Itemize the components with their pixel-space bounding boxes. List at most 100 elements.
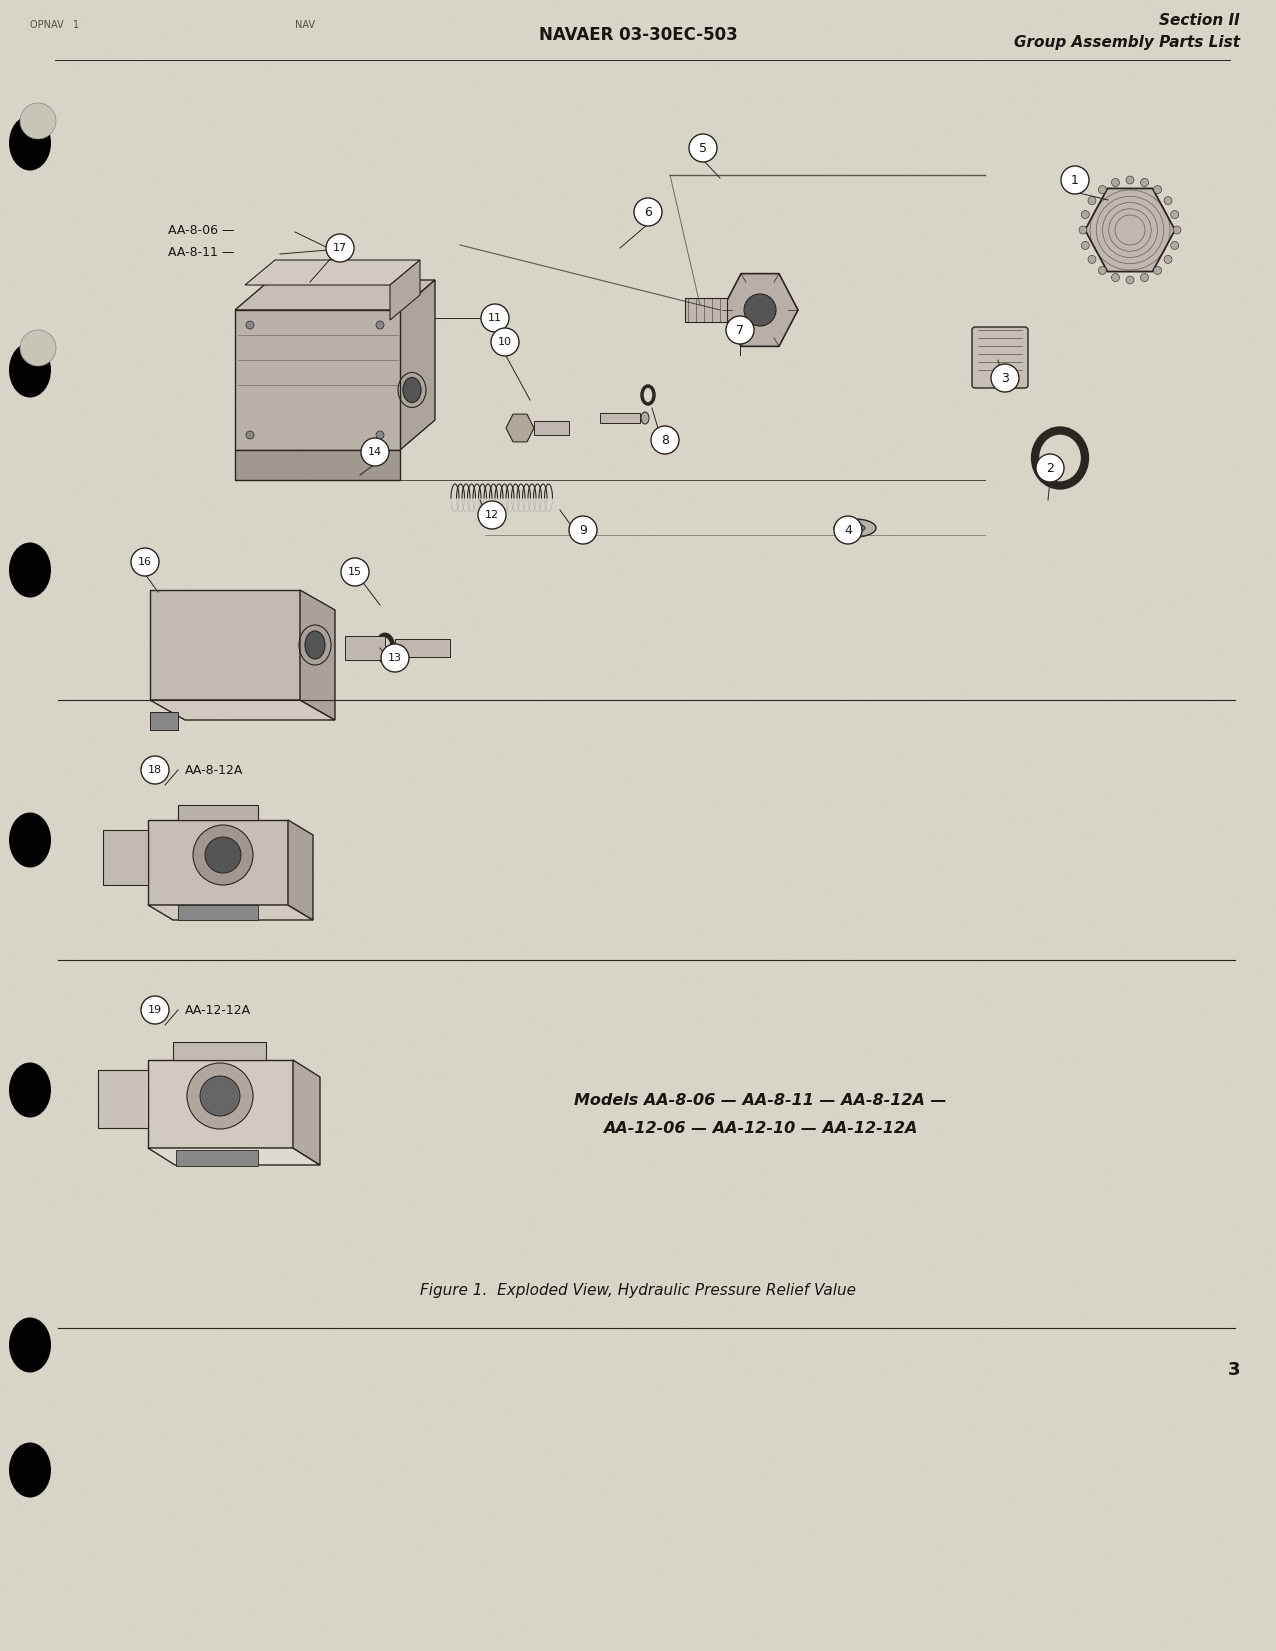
Text: 5: 5 bbox=[699, 142, 707, 155]
Circle shape bbox=[1141, 178, 1148, 187]
Polygon shape bbox=[148, 1060, 293, 1147]
Circle shape bbox=[744, 294, 776, 325]
Polygon shape bbox=[390, 259, 420, 320]
Ellipse shape bbox=[9, 1317, 51, 1372]
Circle shape bbox=[491, 329, 519, 357]
Text: NAVAER 03-30EC-503: NAVAER 03-30EC-503 bbox=[538, 26, 738, 45]
Circle shape bbox=[1164, 196, 1173, 205]
Text: 4: 4 bbox=[843, 523, 852, 537]
Text: 18: 18 bbox=[148, 764, 162, 774]
Polygon shape bbox=[293, 1060, 320, 1166]
Circle shape bbox=[1154, 185, 1161, 193]
Circle shape bbox=[142, 996, 168, 1024]
Polygon shape bbox=[151, 589, 300, 700]
Circle shape bbox=[142, 756, 168, 784]
Text: 15: 15 bbox=[348, 566, 362, 576]
Polygon shape bbox=[151, 700, 336, 720]
Bar bbox=[345, 636, 385, 660]
Text: 6: 6 bbox=[644, 205, 652, 218]
Circle shape bbox=[634, 198, 662, 226]
Polygon shape bbox=[288, 821, 313, 920]
Circle shape bbox=[1062, 167, 1088, 195]
Ellipse shape bbox=[641, 413, 649, 424]
Ellipse shape bbox=[845, 523, 865, 532]
Polygon shape bbox=[148, 1147, 320, 1166]
Text: Models AA-8-06 — AA-8-11 — AA-8-12A —: Models AA-8-06 — AA-8-11 — AA-8-12A — bbox=[574, 1093, 947, 1108]
Text: Group Assembly Parts List: Group Assembly Parts List bbox=[1014, 35, 1240, 50]
Circle shape bbox=[1154, 266, 1161, 274]
Bar bbox=[685, 297, 727, 322]
Circle shape bbox=[382, 644, 410, 672]
Circle shape bbox=[651, 426, 679, 454]
Text: OPNAV   1: OPNAV 1 bbox=[31, 20, 79, 30]
Circle shape bbox=[1036, 454, 1064, 482]
Text: 1: 1 bbox=[1071, 173, 1079, 187]
Text: 2: 2 bbox=[1046, 462, 1054, 474]
Circle shape bbox=[1173, 226, 1182, 234]
Circle shape bbox=[188, 1063, 253, 1129]
Circle shape bbox=[341, 558, 369, 586]
Circle shape bbox=[361, 438, 389, 466]
Ellipse shape bbox=[20, 330, 56, 367]
Polygon shape bbox=[174, 1042, 265, 1060]
Circle shape bbox=[689, 134, 717, 162]
Circle shape bbox=[205, 837, 241, 873]
Polygon shape bbox=[98, 1070, 148, 1128]
Text: 19: 19 bbox=[148, 1005, 162, 1015]
Text: AA-12-12A: AA-12-12A bbox=[185, 1004, 251, 1017]
Circle shape bbox=[835, 517, 863, 543]
Ellipse shape bbox=[9, 543, 51, 598]
Text: 9: 9 bbox=[579, 523, 587, 537]
Bar bbox=[600, 413, 641, 423]
Circle shape bbox=[569, 517, 597, 543]
Bar bbox=[396, 639, 450, 657]
Text: 8: 8 bbox=[661, 434, 669, 446]
Polygon shape bbox=[399, 281, 435, 451]
Polygon shape bbox=[507, 414, 533, 442]
Circle shape bbox=[1088, 196, 1096, 205]
Circle shape bbox=[1099, 266, 1106, 274]
Text: AA-8-12A: AA-8-12A bbox=[185, 763, 244, 776]
Circle shape bbox=[481, 304, 509, 332]
Circle shape bbox=[325, 234, 353, 263]
Text: AA-8-11 —: AA-8-11 — bbox=[168, 246, 235, 259]
Text: 11: 11 bbox=[487, 314, 501, 324]
Circle shape bbox=[1170, 211, 1179, 218]
Circle shape bbox=[478, 500, 507, 528]
Text: 12: 12 bbox=[485, 510, 499, 520]
Ellipse shape bbox=[1042, 438, 1078, 479]
Text: AA-12-06 — AA-12-10 — AA-12-12A: AA-12-06 — AA-12-10 — AA-12-12A bbox=[602, 1121, 917, 1136]
Circle shape bbox=[1079, 226, 1087, 234]
Polygon shape bbox=[235, 451, 399, 480]
Polygon shape bbox=[148, 821, 288, 905]
Ellipse shape bbox=[9, 342, 51, 398]
Polygon shape bbox=[235, 281, 435, 310]
Circle shape bbox=[726, 315, 754, 343]
Text: 3: 3 bbox=[1002, 371, 1009, 385]
Polygon shape bbox=[148, 905, 313, 920]
Circle shape bbox=[193, 826, 253, 885]
Text: 13: 13 bbox=[388, 654, 402, 664]
Circle shape bbox=[1081, 241, 1090, 249]
Polygon shape bbox=[245, 259, 420, 286]
Ellipse shape bbox=[9, 1063, 51, 1118]
Circle shape bbox=[246, 320, 254, 329]
Polygon shape bbox=[103, 830, 148, 885]
Text: AA-8-06 —: AA-8-06 — bbox=[168, 223, 235, 236]
Circle shape bbox=[1125, 276, 1134, 284]
Text: Figure 1.  Exploded View, Hydraulic Pressure Relief Value: Figure 1. Exploded View, Hydraulic Press… bbox=[420, 1283, 856, 1298]
Polygon shape bbox=[177, 806, 258, 821]
Ellipse shape bbox=[9, 1443, 51, 1497]
Text: NAV: NAV bbox=[295, 20, 315, 30]
Ellipse shape bbox=[9, 116, 51, 170]
Circle shape bbox=[1164, 256, 1173, 264]
Circle shape bbox=[1141, 274, 1148, 282]
Circle shape bbox=[1170, 241, 1179, 249]
Polygon shape bbox=[1085, 188, 1175, 271]
Text: 10: 10 bbox=[498, 337, 512, 347]
Polygon shape bbox=[235, 310, 399, 451]
Circle shape bbox=[1081, 211, 1090, 218]
Text: 16: 16 bbox=[138, 556, 152, 566]
Circle shape bbox=[1099, 185, 1106, 193]
Bar bbox=[177, 905, 258, 920]
